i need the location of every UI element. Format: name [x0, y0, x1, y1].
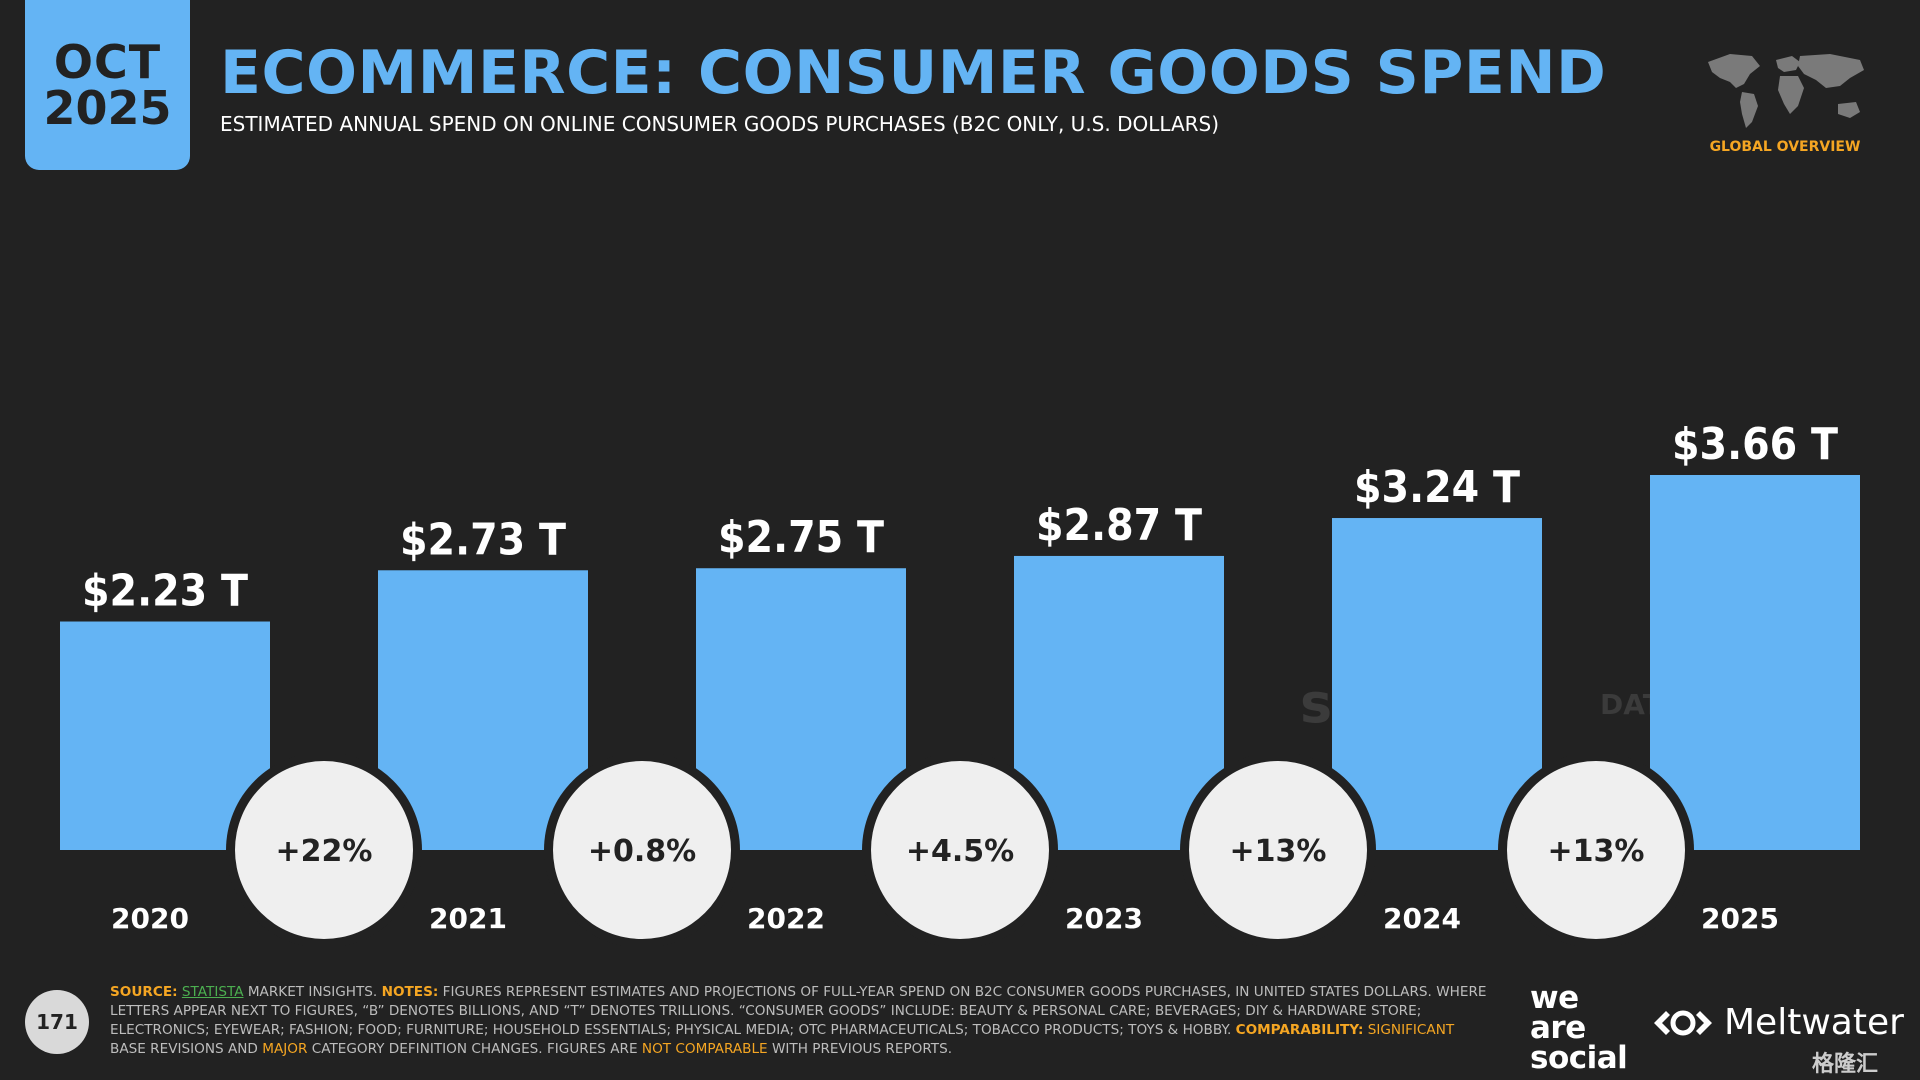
bar-value-label: $2.75 T: [718, 512, 884, 563]
growth-bubble: [235, 761, 413, 939]
bar-2021: [378, 570, 588, 850]
bar-2025: [1650, 475, 1860, 850]
comparability-text-1: BASE REVISIONS AND: [110, 1041, 258, 1057]
bar-value-label: $2.87 T: [1036, 500, 1202, 551]
comparability-not-comparable: NOT COMPARABLE: [641, 1041, 768, 1057]
bar-value-label: $3.66 T: [1672, 419, 1838, 470]
bar-2023: [1014, 555, 1224, 850]
source-link[interactable]: STATISTA: [181, 984, 244, 1000]
growth-bubble: [553, 761, 731, 939]
growth-label: +13%: [1230, 834, 1327, 869]
source-label: SOURCE:: [110, 984, 178, 1000]
logo-line-3: social: [1530, 1040, 1628, 1076]
year-label: 2024: [1383, 902, 1461, 935]
page-subtitle: ESTIMATED ANNUAL SPEND ON ONLINE CONSUME…: [220, 112, 1220, 136]
comparability-text-2: CATEGORY DEFINITION CHANGES. FIGURES ARE: [311, 1041, 638, 1057]
meltwater-text: Meltwater: [1724, 1002, 1904, 1043]
global-overview-label: GLOBAL OVERVIEW: [1709, 139, 1861, 155]
footer-notes: SOURCE: STATISTA MARKET INSIGHTS. NOTES:…: [110, 983, 1490, 1059]
year-label: 2022: [747, 902, 825, 935]
comparability-text-3: WITH PREVIOUS REPORTS.: [771, 1041, 953, 1057]
logo-line-2: are: [1530, 1010, 1586, 1046]
badge-year: 2025: [43, 81, 172, 135]
comparability-major: MAJOR: [262, 1041, 308, 1057]
year-label: 2021: [429, 902, 507, 935]
growth-label: +0.8%: [588, 834, 696, 869]
year-label: 2023: [1065, 902, 1143, 935]
notes-text: FIGURES REPRESENT ESTIMATES AND PROJECTI…: [110, 984, 1487, 1038]
year-label: 2025: [1701, 902, 1779, 935]
growth-label: +4.5%: [906, 834, 1014, 869]
year-label: 2020: [111, 902, 189, 935]
page-title: ECOMMERCE: CONSUMER GOODS SPEND: [220, 38, 1607, 108]
bar-2022: [696, 568, 906, 850]
comparability-significant: SIGNIFICANT: [1367, 1022, 1455, 1038]
growth-bubble: [1189, 761, 1367, 939]
bar-2024: [1332, 518, 1542, 850]
growth-label: +13%: [1548, 834, 1645, 869]
page-number: 171: [25, 990, 89, 1054]
we-are-social-logo: we are social: [1530, 980, 1628, 1076]
badge-month: OCT: [53, 35, 162, 89]
comparability-label: COMPARABILITY:: [1235, 1022, 1364, 1038]
growth-label: +22%: [276, 834, 373, 869]
logo-line-1: we: [1530, 980, 1579, 1016]
growth-bubble: [871, 761, 1049, 939]
notes-label: NOTES:: [381, 984, 439, 1000]
world-map-icon: [1708, 54, 1864, 128]
date-badge: OCT 2025: [25, 0, 190, 170]
bar-value-label: $3.24 T: [1354, 462, 1520, 513]
source-text: MARKET INSIGHTS.: [247, 984, 378, 1000]
bar-value-label: $2.73 T: [400, 514, 566, 565]
bar-value-label: $2.23 T: [82, 566, 248, 617]
meltwater-icon: [1654, 1010, 1712, 1035]
growth-bubble: [1507, 761, 1685, 939]
meltwater-logo: Meltwater: [1650, 1002, 1904, 1043]
corner-watermark: 格隆汇: [1812, 1052, 1879, 1077]
